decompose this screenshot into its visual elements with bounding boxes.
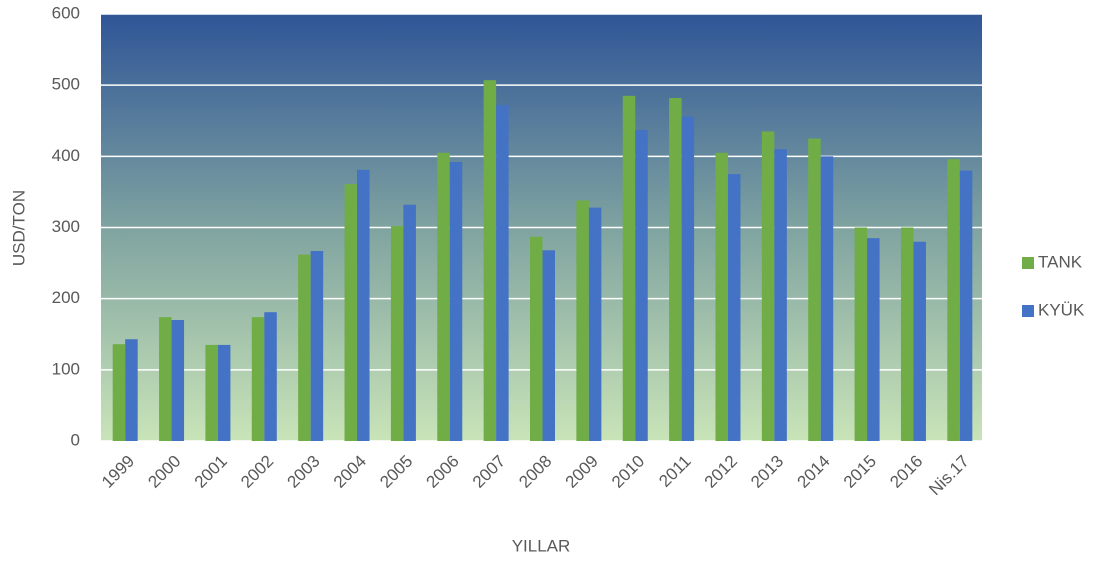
legend-label: KYÜK	[1038, 300, 1085, 319]
bar	[761, 131, 775, 442]
y-tick-label: 600	[52, 3, 80, 22]
x-tick-label: 2016	[886, 452, 926, 492]
x-tick-label: Nis.17	[925, 452, 973, 500]
bar	[820, 156, 834, 442]
bar	[867, 238, 880, 441]
x-tick-label: 2007	[469, 452, 509, 492]
bar	[542, 250, 555, 441]
x-tick-label: 2010	[608, 452, 648, 492]
y-tick-label: 0	[71, 430, 80, 449]
bar	[727, 174, 741, 441]
bar	[159, 317, 172, 441]
legend-swatch	[1022, 305, 1034, 317]
x-tick-label: 2015	[840, 452, 880, 492]
bar	[310, 250, 324, 441]
bar	[715, 152, 728, 441]
bar	[217, 344, 231, 441]
bar	[959, 170, 973, 442]
bar	[900, 227, 914, 441]
x-tick-label: 2013	[747, 452, 787, 492]
x-tick-label: 2002	[237, 452, 277, 492]
x-axis-label: YILLAR	[512, 536, 571, 555]
bar	[403, 204, 416, 441]
x-tick-label: 2000	[144, 452, 184, 492]
y-axis-label: USD/TON	[9, 190, 28, 266]
x-tick-label: 1999	[98, 452, 138, 492]
y-tick-label: 200	[52, 288, 80, 307]
bar	[681, 116, 695, 441]
x-tick-label: 2005	[376, 452, 416, 492]
bar	[171, 320, 185, 441]
y-tick-label: 400	[52, 146, 80, 165]
bar	[125, 339, 138, 441]
bar	[913, 241, 926, 441]
bar	[622, 95, 636, 441]
bar	[264, 312, 277, 441]
bar	[808, 138, 821, 441]
bar	[530, 236, 543, 441]
bar	[251, 317, 265, 441]
bar	[357, 169, 370, 442]
legend-swatch	[1022, 257, 1034, 269]
x-tick-label: 2014	[794, 452, 834, 492]
bar	[854, 227, 868, 441]
legend-label: TANK	[1038, 252, 1083, 271]
x-tick-label: 2009	[562, 452, 602, 492]
bar	[483, 80, 497, 441]
bar	[205, 344, 218, 441]
bar	[669, 97, 682, 441]
y-tick-label: 300	[52, 217, 80, 236]
bar	[344, 184, 358, 442]
x-tick-label: 2004	[330, 452, 370, 492]
bar	[496, 105, 509, 442]
bar	[588, 207, 602, 441]
bar	[390, 226, 404, 441]
bar	[576, 200, 589, 441]
bar	[298, 254, 311, 441]
y-tick-label: 100	[52, 359, 80, 378]
x-tick-label: 2006	[423, 452, 463, 492]
x-tick-label: 2001	[191, 452, 231, 492]
bar	[437, 152, 450, 441]
y-tick-label: 500	[52, 75, 80, 94]
x-tick-label: 2011	[655, 452, 694, 491]
bar	[449, 162, 463, 441]
bar	[774, 149, 787, 441]
x-tick-label: 2012	[701, 452, 741, 492]
bar	[947, 159, 960, 441]
bar	[635, 130, 648, 442]
x-tick-label: 2008	[515, 452, 555, 492]
bar	[112, 344, 126, 441]
x-tick-label: 2003	[283, 452, 323, 492]
